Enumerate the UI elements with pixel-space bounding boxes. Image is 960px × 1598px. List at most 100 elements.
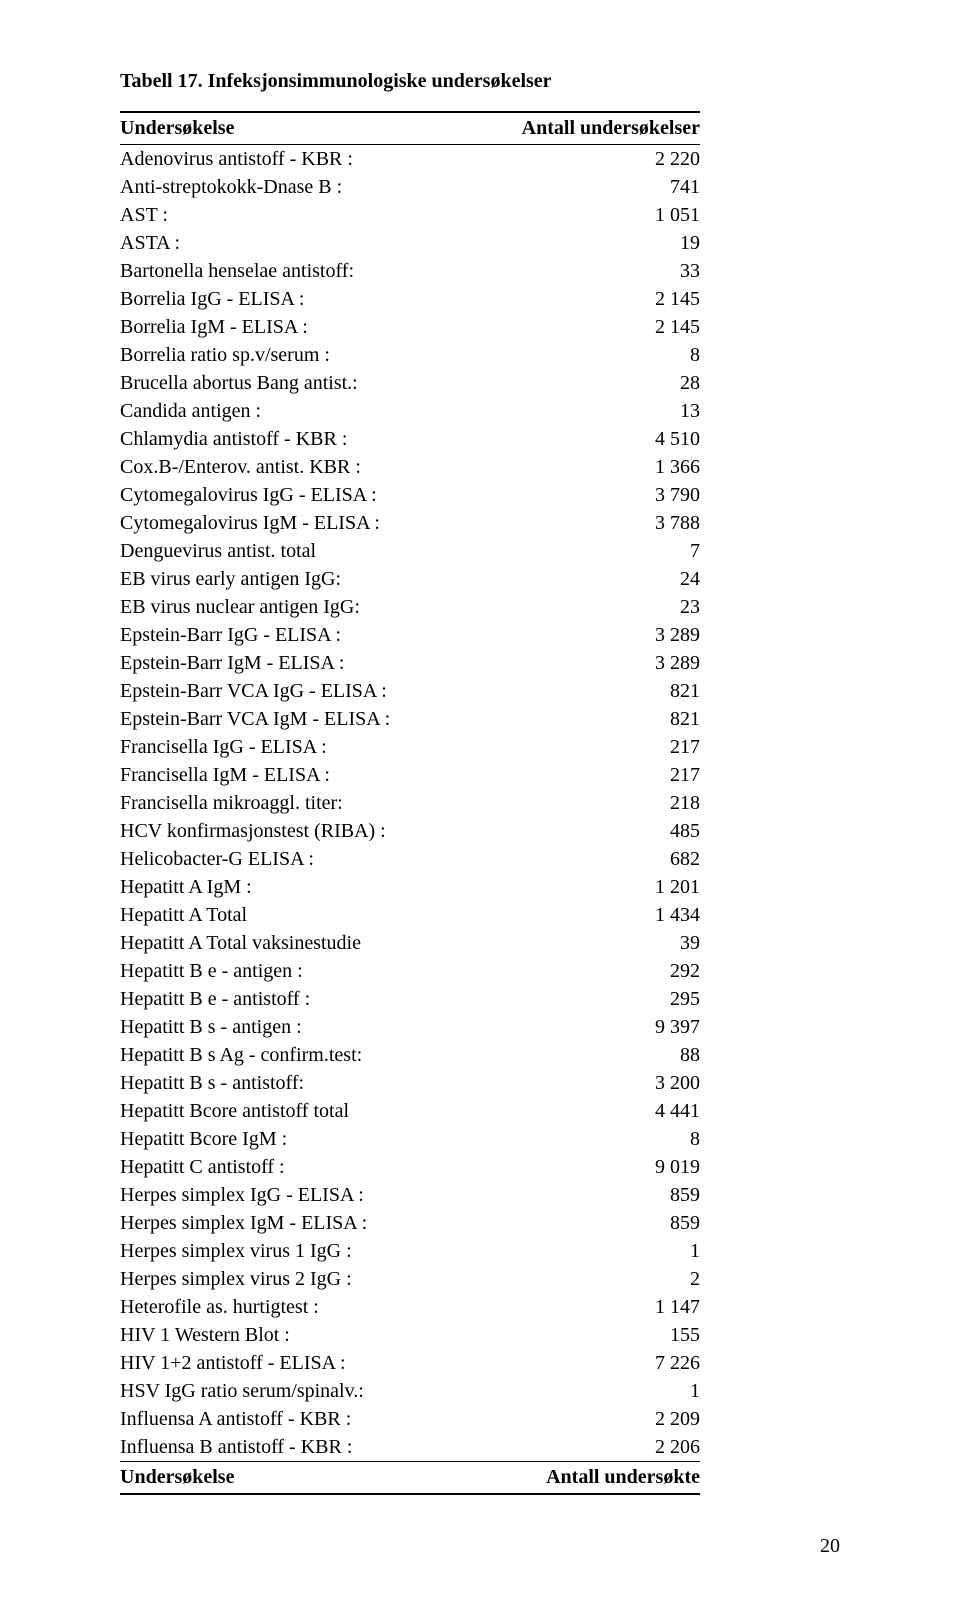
table-row: Cytomegalovirus IgG - ELISA :3 790 bbox=[120, 481, 700, 509]
table-row: Herpes simplex virus 2 IgG :2 bbox=[120, 1265, 700, 1293]
row-label: HSV IgG ratio serum/spinalv.: bbox=[120, 1377, 469, 1405]
row-value: 821 bbox=[469, 705, 700, 733]
row-label: EB virus nuclear antigen IgG: bbox=[120, 593, 469, 621]
row-value: 13 bbox=[469, 397, 700, 425]
table-row: Hepatitt B s - antistoff:3 200 bbox=[120, 1069, 700, 1097]
row-label: Hepatitt A Total vaksinestudie bbox=[120, 929, 469, 957]
row-label: Hepatitt A IgM : bbox=[120, 873, 469, 901]
table-row: Heterofile as. hurtigtest :1 147 bbox=[120, 1293, 700, 1321]
table-row: Candida antigen :13 bbox=[120, 397, 700, 425]
row-label: Francisella mikroaggl. titer: bbox=[120, 789, 469, 817]
table-row: Influensa B antistoff - KBR :2 206 bbox=[120, 1433, 700, 1462]
table-row: Denguevirus antist. total7 bbox=[120, 537, 700, 565]
row-label: Hepatitt B s - antigen : bbox=[120, 1013, 469, 1041]
data-table: Undersøkelse Antall undersøkelser Adenov… bbox=[120, 111, 700, 1495]
row-value: 2 145 bbox=[469, 313, 700, 341]
row-value: 1 bbox=[469, 1237, 700, 1265]
row-value: 24 bbox=[469, 565, 700, 593]
row-value: 1 201 bbox=[469, 873, 700, 901]
table-row: Hepatitt A Total1 434 bbox=[120, 901, 700, 929]
row-label: Hepatitt B e - antigen : bbox=[120, 957, 469, 985]
table-row: Borrelia IgM - ELISA :2 145 bbox=[120, 313, 700, 341]
row-value: 3 788 bbox=[469, 509, 700, 537]
row-value: 155 bbox=[469, 1321, 700, 1349]
row-value: 3 790 bbox=[469, 481, 700, 509]
table-row: Hepatitt A Total vaksinestudie39 bbox=[120, 929, 700, 957]
table-row: Hepatitt Bcore antistoff total4 441 bbox=[120, 1097, 700, 1125]
table-header: Undersøkelse Antall undersøkelser bbox=[120, 112, 700, 145]
row-label: Candida antigen : bbox=[120, 397, 469, 425]
table-row: HIV 1 Western Blot :155 bbox=[120, 1321, 700, 1349]
table-row: Hepatitt B s Ag - confirm.test:88 bbox=[120, 1041, 700, 1069]
row-value: 2 220 bbox=[469, 145, 700, 174]
row-value: 485 bbox=[469, 817, 700, 845]
table-row: Borrelia IgG - ELISA :2 145 bbox=[120, 285, 700, 313]
row-value: 4 510 bbox=[469, 425, 700, 453]
table-row: Hepatitt Bcore IgM :8 bbox=[120, 1125, 700, 1153]
page-number: 20 bbox=[120, 1535, 840, 1558]
row-label: Cytomegalovirus IgG - ELISA : bbox=[120, 481, 469, 509]
table-row: HIV 1+2 antistoff - ELISA :7 226 bbox=[120, 1349, 700, 1377]
table-title: Tabell 17. Infeksjonsimmunologiske under… bbox=[120, 70, 840, 93]
row-value: 2 145 bbox=[469, 285, 700, 313]
table-row: AST :1 051 bbox=[120, 201, 700, 229]
row-value: 9 397 bbox=[469, 1013, 700, 1041]
row-label: Herpes simplex virus 2 IgG : bbox=[120, 1265, 469, 1293]
row-value: 4 441 bbox=[469, 1097, 700, 1125]
row-value: 2 209 bbox=[469, 1405, 700, 1433]
row-value: 7 226 bbox=[469, 1349, 700, 1377]
row-value: 859 bbox=[469, 1209, 700, 1237]
table-row: Helicobacter-G ELISA :682 bbox=[120, 845, 700, 873]
row-label: Herpes simplex virus 1 IgG : bbox=[120, 1237, 469, 1265]
table-row: Cytomegalovirus IgM - ELISA :3 788 bbox=[120, 509, 700, 537]
table-row: Epstein-Barr VCA IgG - ELISA :821 bbox=[120, 677, 700, 705]
document-page: Tabell 17. Infeksjonsimmunologiske under… bbox=[0, 0, 960, 1598]
table-row: Borrelia ratio sp.v/serum :8 bbox=[120, 341, 700, 369]
row-label: Borrelia ratio sp.v/serum : bbox=[120, 341, 469, 369]
row-value: 23 bbox=[469, 593, 700, 621]
row-label: Herpes simplex IgG - ELISA : bbox=[120, 1181, 469, 1209]
row-label: Borrelia IgM - ELISA : bbox=[120, 313, 469, 341]
row-label: Chlamydia antistoff - KBR : bbox=[120, 425, 469, 453]
row-value: 2 bbox=[469, 1265, 700, 1293]
row-value: 741 bbox=[469, 173, 700, 201]
row-value: 33 bbox=[469, 257, 700, 285]
table-body: Adenovirus antistoff - KBR :2 220Anti-st… bbox=[120, 145, 700, 1462]
row-value: 1 051 bbox=[469, 201, 700, 229]
row-label: Epstein-Barr VCA IgM - ELISA : bbox=[120, 705, 469, 733]
row-value: 28 bbox=[469, 369, 700, 397]
row-label: ASTA : bbox=[120, 229, 469, 257]
row-value: 9 019 bbox=[469, 1153, 700, 1181]
footer-col1: Undersøkelse bbox=[120, 1462, 469, 1495]
row-label: Hepatitt B e - antistoff : bbox=[120, 985, 469, 1013]
table-row: EB virus early antigen IgG:24 bbox=[120, 565, 700, 593]
row-value: 3 200 bbox=[469, 1069, 700, 1097]
row-value: 1 366 bbox=[469, 453, 700, 481]
row-value: 8 bbox=[469, 341, 700, 369]
row-label: Hepatitt Bcore IgM : bbox=[120, 1125, 469, 1153]
table-row: EB virus nuclear antigen IgG:23 bbox=[120, 593, 700, 621]
table-row: HSV IgG ratio serum/spinalv.:1 bbox=[120, 1377, 700, 1405]
row-value: 859 bbox=[469, 1181, 700, 1209]
table-row: Adenovirus antistoff - KBR :2 220 bbox=[120, 145, 700, 174]
row-label: HIV 1 Western Blot : bbox=[120, 1321, 469, 1349]
row-value: 7 bbox=[469, 537, 700, 565]
row-value: 3 289 bbox=[469, 621, 700, 649]
row-label: Influensa A antistoff - KBR : bbox=[120, 1405, 469, 1433]
table-row: Hepatitt A IgM :1 201 bbox=[120, 873, 700, 901]
table-row: Francisella IgG - ELISA :217 bbox=[120, 733, 700, 761]
row-label: Helicobacter-G ELISA : bbox=[120, 845, 469, 873]
row-label: AST : bbox=[120, 201, 469, 229]
footer-col2: Antall undersøkte bbox=[469, 1462, 700, 1495]
row-value: 2 206 bbox=[469, 1433, 700, 1462]
row-value: 217 bbox=[469, 733, 700, 761]
row-label: Influensa B antistoff - KBR : bbox=[120, 1433, 469, 1462]
row-label: Borrelia IgG - ELISA : bbox=[120, 285, 469, 313]
table-row: Herpes simplex IgM - ELISA :859 bbox=[120, 1209, 700, 1237]
row-label: Heterofile as. hurtigtest : bbox=[120, 1293, 469, 1321]
row-label: Cytomegalovirus IgM - ELISA : bbox=[120, 509, 469, 537]
table-row: Influensa A antistoff - KBR :2 209 bbox=[120, 1405, 700, 1433]
row-value: 1 147 bbox=[469, 1293, 700, 1321]
table-row: Hepatitt B e - antistoff :295 bbox=[120, 985, 700, 1013]
row-label: Hepatitt B s - antistoff: bbox=[120, 1069, 469, 1097]
